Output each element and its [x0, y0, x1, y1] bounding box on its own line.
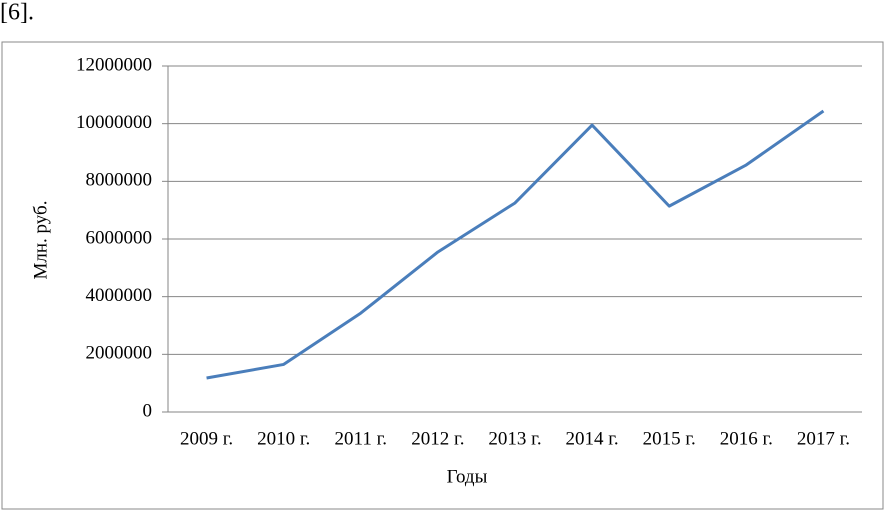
- x-tick-label: 2011 г.: [335, 428, 387, 449]
- x-tick-label: 2017 г.: [797, 428, 850, 449]
- x-tick-label: 2012 г.: [411, 428, 464, 449]
- y-tick-label: 12000000: [76, 54, 152, 75]
- chart-frame: [1, 41, 884, 510]
- x-tick-label: 2009 г.: [180, 428, 233, 449]
- y-tick-label: 8000000: [86, 170, 153, 191]
- y-axis-label: Млн. руб.: [30, 201, 51, 280]
- document-text: [6].: [0, 0, 34, 26]
- y-tick-label: 4000000: [86, 285, 153, 306]
- x-tick-label: 2010 г.: [257, 428, 310, 449]
- y-tick-label: 2000000: [86, 343, 153, 364]
- y-tick-label: 10000000: [76, 112, 152, 133]
- x-axis-label: Годы: [447, 466, 488, 487]
- x-tick-label: 2014 г.: [566, 428, 619, 449]
- x-tick-label: 2013 г.: [488, 428, 541, 449]
- y-tick-label: 6000000: [86, 227, 153, 248]
- x-tick-label: 2015 г.: [643, 428, 696, 449]
- x-tick-label: 2016 г.: [720, 428, 773, 449]
- y-tick-label: 0: [143, 400, 153, 421]
- data-line: [206, 109, 825, 380]
